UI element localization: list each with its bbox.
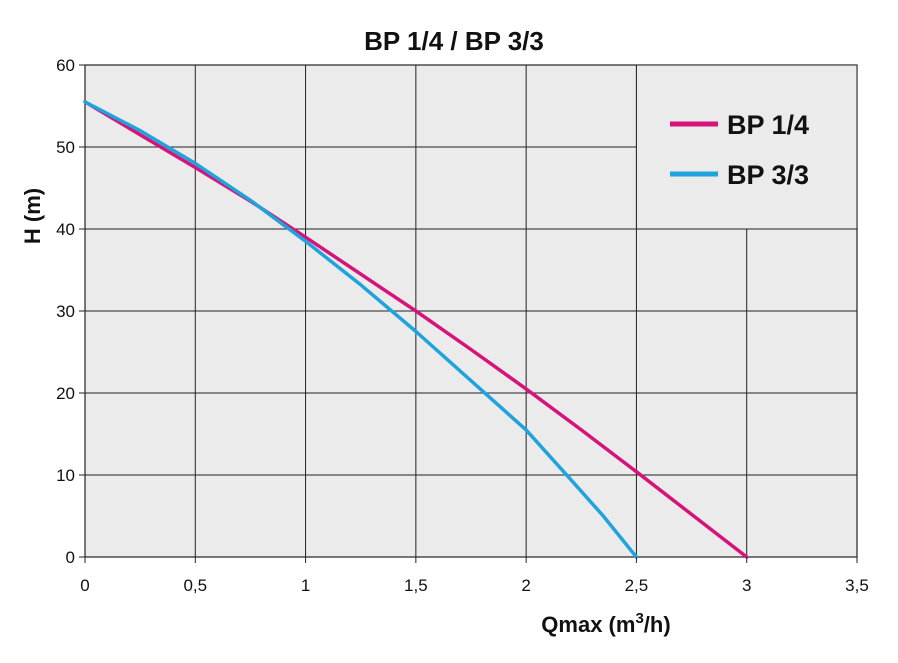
x-tick-label: 2,5 (625, 576, 649, 595)
legend: BP 1/4 BP 3/3 (635, 64, 858, 230)
x-axis-title-suffix: /h) (644, 612, 671, 637)
x-tick-label: 3 (742, 576, 751, 595)
x-tick-label: 0,5 (183, 576, 207, 595)
x-tick-label: 0 (80, 576, 89, 595)
y-tick-label: 40 (56, 220, 75, 239)
y-tick-label: 50 (56, 138, 75, 157)
x-axis-title-sup: 3 (635, 610, 643, 627)
y-tick-label: 60 (56, 56, 75, 75)
y-tick-label: 10 (56, 466, 75, 485)
x-axis-title-prefix: Qmax (m (541, 612, 635, 637)
x-tick-label: 2 (521, 576, 530, 595)
y-tick-label: 30 (56, 302, 75, 321)
grid-lines (85, 65, 857, 557)
x-tick-label: 3,5 (845, 576, 869, 595)
x-tick-label: 1,5 (404, 576, 428, 595)
legend-box (635, 64, 858, 230)
series-line (83, 100, 749, 559)
x-tick-label: 1 (301, 576, 310, 595)
x-axis-title: Qmax (m3/h) (541, 610, 670, 637)
series-lines (83, 100, 749, 559)
y-tick-label: 0 (66, 548, 75, 567)
legend-label: BP 3/3 (727, 160, 809, 190)
y-axis-title: H (m) (20, 188, 45, 244)
legend-label: BP 1/4 (727, 110, 809, 140)
series-line (83, 100, 639, 559)
chart-title: BP 1/4 / BP 3/3 (364, 26, 544, 56)
y-axis-ticks: 0 10 20 30 40 50 60 (56, 56, 85, 567)
y-tick-label: 20 (56, 384, 75, 403)
x-axis-ticks: 0 0,5 1 1,5 2 2,5 3 3,5 (80, 557, 869, 595)
